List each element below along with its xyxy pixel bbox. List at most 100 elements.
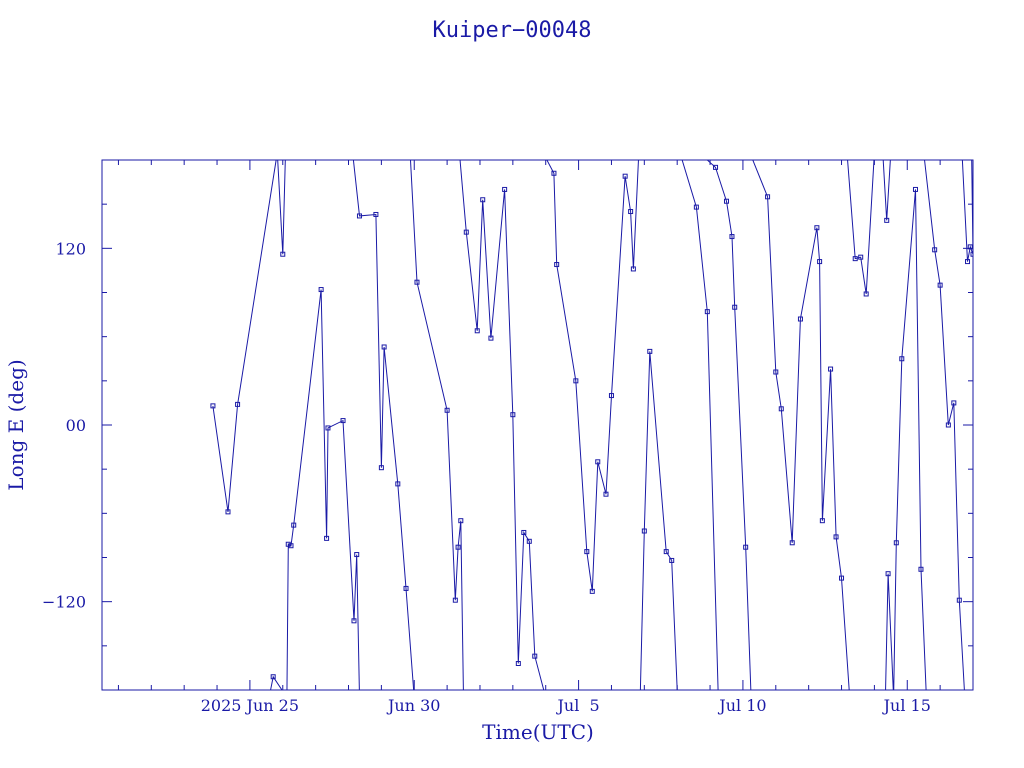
data-point (628, 209, 634, 215)
data-point (280, 251, 286, 257)
x-tick-label: Jul 5 (555, 696, 599, 715)
data-point (403, 585, 409, 591)
data-point (663, 549, 669, 555)
data-point (288, 543, 294, 549)
data-point (828, 366, 834, 372)
y-tick-label: 120 (55, 239, 86, 258)
data-point (669, 557, 675, 563)
data-point (291, 522, 297, 528)
data-point (945, 422, 951, 428)
data-point (647, 348, 653, 354)
data-point (732, 304, 738, 310)
data-point (270, 674, 276, 680)
data-point (893, 540, 899, 546)
data-point (285, 541, 291, 547)
data-point (951, 400, 957, 406)
data-point (899, 356, 905, 362)
data-point (210, 403, 216, 409)
data-point (817, 259, 823, 265)
y-tick-label: −120 (42, 593, 86, 612)
data-point (884, 217, 890, 223)
data-point (526, 538, 532, 544)
data-point (918, 566, 924, 572)
data-point (704, 309, 710, 315)
data-point (885, 571, 891, 577)
data-point (378, 465, 384, 471)
data-point (852, 256, 858, 262)
data-point (474, 328, 480, 334)
data-point (833, 534, 839, 540)
x-tick-labels: 2025 Jun 25 Jun 30 Jul 5 Jul 10 Jul 15 (201, 696, 931, 715)
data-point (235, 401, 241, 407)
data-point (463, 229, 469, 235)
data-point (693, 204, 699, 210)
data-point (723, 198, 729, 204)
data-point (595, 459, 601, 465)
data-point (225, 509, 231, 515)
data-point (414, 279, 420, 285)
data-point (356, 213, 362, 219)
data-point (354, 552, 360, 558)
data-point (773, 369, 779, 375)
series-line (212, 160, 973, 690)
data-point (444, 407, 450, 413)
data-point (967, 244, 973, 250)
data-point (515, 661, 521, 666)
data-point (863, 291, 869, 297)
data-point (340, 418, 346, 424)
data-point (965, 259, 971, 265)
data-point (318, 287, 324, 293)
x-tick-label: 2025 Jun 25 (201, 696, 299, 715)
data-point (381, 344, 387, 350)
data-point (532, 653, 538, 659)
data-point (373, 211, 379, 217)
data-point (622, 173, 628, 179)
data-point (797, 316, 803, 322)
data-point (641, 528, 647, 534)
data-point (603, 491, 609, 497)
data-point (589, 588, 595, 594)
data-point (502, 186, 508, 192)
y-axis-label: Long E (deg) (4, 359, 28, 490)
series-group (210, 160, 973, 690)
data-point (932, 247, 938, 253)
data-point (814, 225, 820, 231)
data-point (765, 194, 771, 200)
data-point (912, 186, 918, 192)
data-point (789, 540, 795, 546)
plot-frame (101, 159, 974, 691)
data-point (573, 378, 579, 384)
data-point (551, 170, 557, 176)
data-point (395, 481, 401, 487)
data-point (937, 282, 943, 288)
data-point (729, 234, 735, 240)
data-point (452, 597, 458, 603)
data-point (778, 406, 784, 412)
data-point (351, 618, 357, 624)
plot-area (210, 160, 973, 690)
data-point (839, 575, 845, 581)
data-point (488, 335, 494, 341)
data-point (480, 197, 486, 203)
data-point (970, 251, 973, 257)
axis-ticks (102, 160, 974, 690)
data-point (324, 535, 330, 541)
data-point (455, 544, 461, 550)
data-point (819, 518, 825, 524)
x-tick-label: Jul 15 (882, 696, 931, 715)
x-tick-label: Jun 30 (386, 696, 440, 715)
chart-title: Kuiper−00048 (433, 18, 592, 43)
x-axis-label: Time(UTC) (482, 720, 594, 744)
data-point (325, 425, 331, 431)
x-tick-label: Jul 10 (717, 696, 766, 715)
data-point (608, 393, 614, 399)
y-tick-label: 00 (66, 416, 86, 435)
data-point (713, 164, 719, 170)
data-point (510, 412, 516, 418)
data-point (858, 254, 864, 260)
data-point (458, 518, 464, 524)
data-point (630, 266, 636, 272)
data-point (554, 262, 560, 268)
data-point (956, 597, 962, 603)
